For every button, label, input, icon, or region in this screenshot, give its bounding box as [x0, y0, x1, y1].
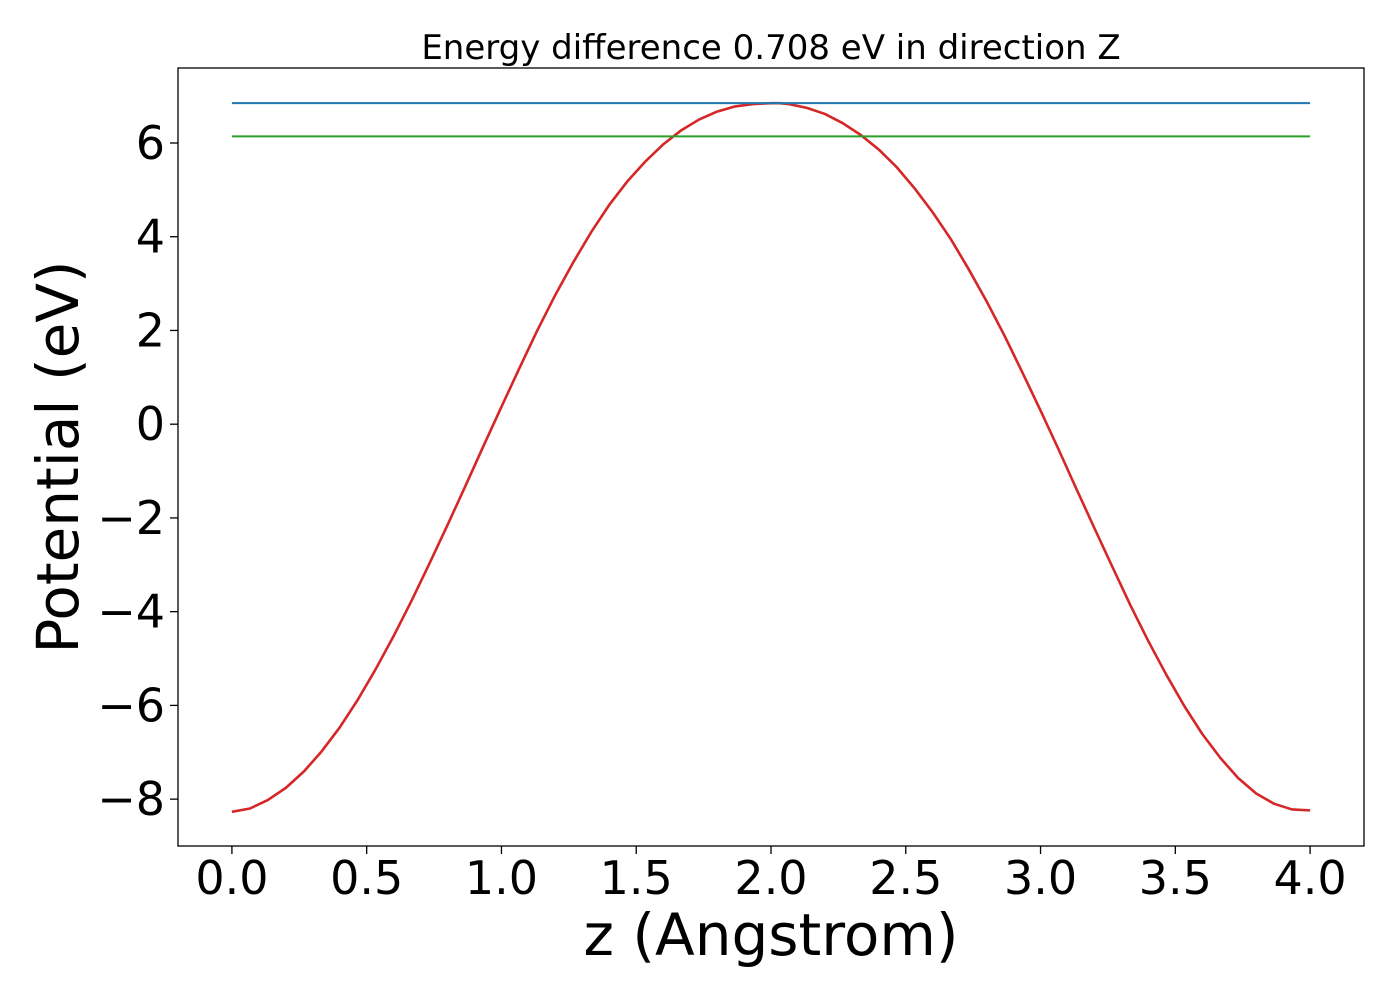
y-axis-title: Potential (eV)	[24, 260, 92, 653]
y-tick-label: 0	[136, 397, 165, 451]
x-tick-label: 4.0	[1274, 851, 1347, 905]
x-tick-label: 3.0	[1004, 851, 1077, 905]
series-layer	[231, 101, 1311, 814]
x-axis-ticks: 0.0 0.5 1.0 1.5 2.0 2.5 3.0 3.5 4.0	[195, 846, 1347, 905]
x-tick-label: 2.5	[869, 851, 942, 905]
x-tick-label: 1.5	[600, 851, 673, 905]
y-tick-label: −2	[97, 491, 165, 545]
y-tick-label: −6	[97, 678, 165, 732]
y-tick-label: −8	[97, 772, 165, 826]
x-tick-label: 3.5	[1139, 851, 1212, 905]
y-axis-ticks: −8 −6 −4 −2 0 2 4 6	[97, 116, 178, 826]
y-tick-label: 4	[136, 210, 165, 264]
x-tick-label: 0.5	[330, 851, 403, 905]
x-tick-label: 0.0	[195, 851, 268, 905]
x-tick-label: 2.0	[734, 851, 807, 905]
chart-title: Energy difference 0.708 eV in direction …	[421, 28, 1120, 68]
x-axis-title: z (Angstrom)	[584, 901, 959, 969]
y-tick-label: 6	[136, 116, 165, 170]
x-tick-label: 1.0	[465, 851, 538, 905]
y-tick-label: −4	[97, 585, 165, 639]
y-tick-label: 2	[136, 303, 165, 357]
